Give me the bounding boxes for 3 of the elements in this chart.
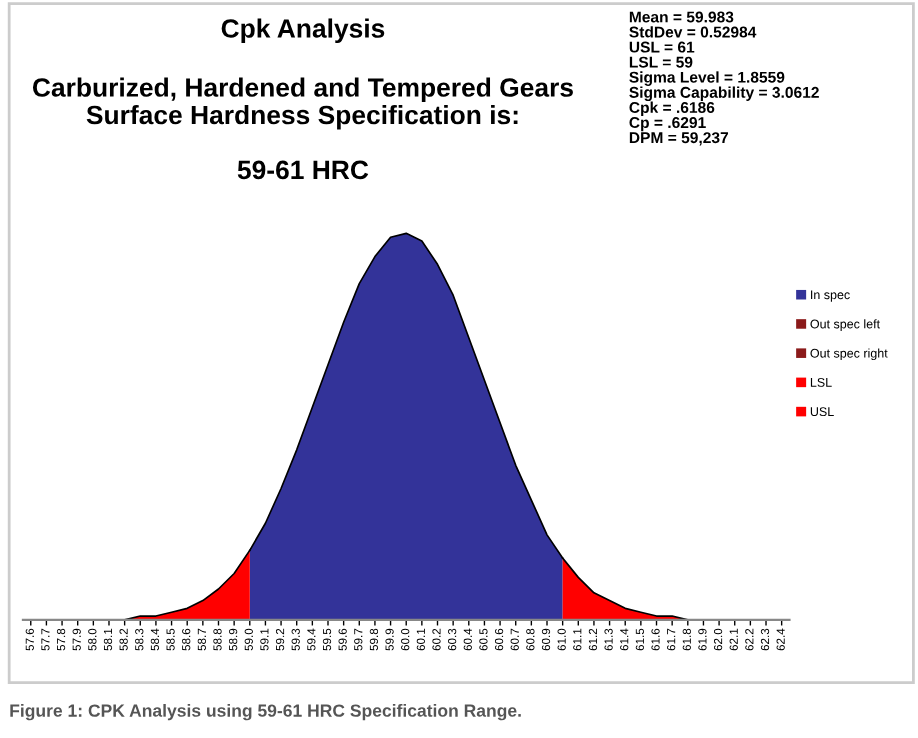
caption: Figure 1: CPK Analysis using 59-61 HRC Specification Range. <box>10 703 521 721</box>
chart-title: Cpk Analysis <box>221 18 385 44</box>
chart-subtitle: Carburized, Hardened and Tempered Gears Surface Hardness Specification is: 59-61 HRC <box>32 77 573 180</box>
